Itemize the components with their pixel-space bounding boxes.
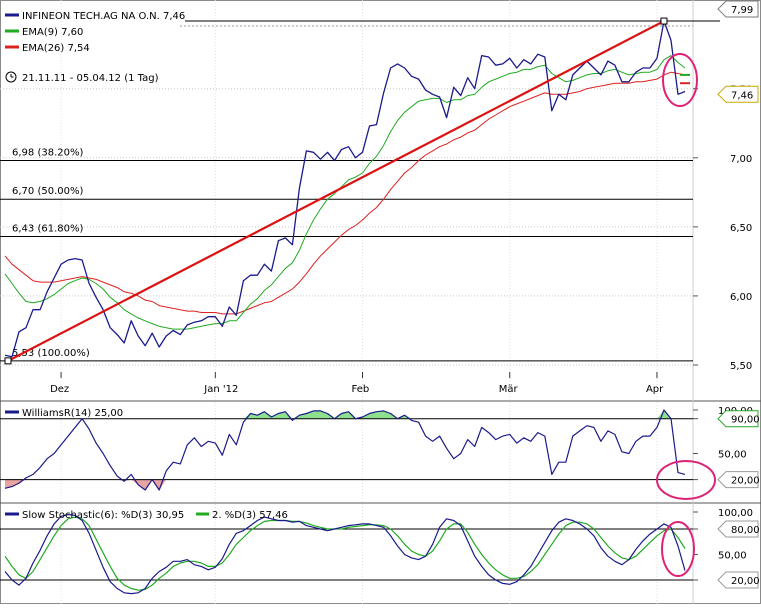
stoch-flag-top-shape [717, 520, 759, 538]
fib-label-2: 6,43 (61.80%) [12, 224, 83, 235]
high-flag: 7,99 [717, 0, 759, 18]
wr-y-tick-label: 50,00 [718, 450, 747, 461]
x-tick-label-1: Jan '12 [203, 384, 238, 395]
stoch-y-tick-label: 100,00 [718, 508, 753, 519]
wr-flag-bottom-shape [717, 471, 759, 489]
price-y-tick-label: 6,00 [730, 292, 752, 303]
stoch-flag-top: 80,00 [717, 520, 760, 538]
date-range: 21.11.11 - 05.04.12 (1 Tag) [22, 73, 159, 84]
last-price-flag-label: 7,46 [731, 90, 753, 101]
highlight-ellipse-stochastic [661, 521, 695, 577]
stoch-flag-top-label: 80,00 [731, 525, 760, 536]
williams-legend: WilliamsR(14) 25,00 [5, 408, 123, 419]
last-price-flag: 7,46 [717, 85, 759, 103]
legend-stoch-d: Slow Stochastic(6): %D(3) 30,95 [22, 510, 184, 521]
price-y-tick-label: 5,50 [730, 361, 752, 372]
slow-stochastic-pane: 100,00 50,00 80,00 20,00 [0, 508, 760, 595]
legend-williams: WilliamsR(14) 25,00 [22, 408, 123, 419]
stoch-flag-bottom: 20,00 [717, 571, 760, 589]
price-line [4, 20, 686, 358]
trendline-anchor-end [660, 17, 668, 25]
legend-ema26: EMA(26) 7,54 [22, 43, 90, 54]
clock-icon [5, 71, 17, 83]
x-tick-label-2: Feb [352, 384, 370, 395]
fib-label-0: 6,98 (38.20%) [12, 148, 83, 159]
wr-overbought-fill [334, 411, 356, 419]
price-legend: INFINEON TECH.AG NA O.N. 7,46 EMA(9) 7,6… [5, 11, 185, 84]
high-flag-shape [717, 0, 759, 18]
stoch-flag-bottom-label: 20,00 [731, 576, 760, 587]
wr-flag-bottom-label: 20,00 [731, 476, 760, 487]
stoch-d-line [4, 513, 686, 595]
legend-price: INFINEON TECH.AG NA O.N. 7,46 [22, 11, 185, 22]
wr-flag-top-label: 90,00 [731, 415, 760, 426]
x-tick-label-4: Apr [646, 384, 664, 395]
fib-label-1: 6,70 (50.00%) [12, 186, 83, 197]
wr-overbought-fill [292, 410, 335, 419]
stoch-flag-bottom-shape [717, 571, 759, 589]
trendline-anchor-start [4, 357, 12, 365]
wr-flag-top-shape [717, 410, 759, 428]
price-y-tick-label: 6,50 [730, 223, 752, 234]
highlight-ellipse-price [662, 53, 698, 107]
wr-flag-bottom: 20,00 [717, 471, 760, 489]
high-flag-label: 7,99 [731, 5, 753, 16]
wr-overbought-fill [656, 410, 671, 419]
stochastic-legend: Slow Stochastic(6): %D(3) 30,95 2. %D(3)… [5, 510, 288, 521]
trendline [7, 20, 665, 362]
last-price-flag-shape [717, 85, 759, 103]
wr-overbought-fill [355, 410, 398, 419]
stoch-y-tick-label: 50,00 [718, 551, 747, 562]
wr-flag-top: 90,00 [717, 410, 760, 428]
x-tick-label-3: Mär [499, 384, 519, 395]
x-tick-label-0: Dez [50, 384, 69, 395]
williams-r-line [4, 409, 686, 491]
ema26-line [4, 71, 686, 315]
wr-oversold-fill [152, 479, 167, 490]
highlight-ellipse-williams [656, 460, 716, 500]
price-y-tick-label: 7,00 [730, 154, 752, 165]
stoch-d2-line [4, 516, 686, 591]
fib-label-3: 5,53 (100.00%) [12, 348, 90, 359]
legend-stoch-d2: 2. %D(3) 57,46 [212, 510, 288, 521]
legend-ema9: EMA(9) 7,60 [22, 27, 83, 38]
